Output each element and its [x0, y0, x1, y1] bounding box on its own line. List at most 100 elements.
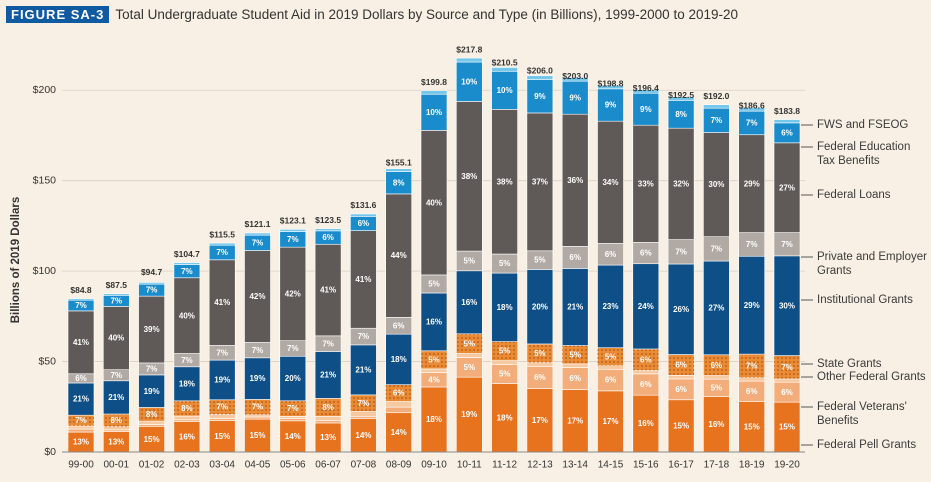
legend-label: Federal Loans	[817, 189, 891, 201]
segment-label: 7%	[781, 363, 793, 372]
bar-segment	[314, 420, 342, 424]
bar-segment	[667, 263, 695, 355]
bar-segment	[385, 193, 413, 318]
segment-label: 10%	[497, 86, 513, 95]
segment-label: 6%	[322, 233, 334, 242]
bar-segment	[455, 101, 483, 252]
total-label: $115.5	[209, 229, 235, 239]
segment-label: 13%	[73, 438, 89, 447]
total-label: $87.5	[106, 280, 128, 290]
title-row: FIGURE SA-3 Total Undergraduate Student …	[6, 6, 738, 23]
total-label: $104.7	[174, 249, 200, 259]
segment-label: 17%	[532, 416, 548, 425]
bar-pattern	[562, 345, 589, 364]
bar-segment	[597, 365, 624, 370]
bar-segment	[67, 428, 95, 433]
segment-label: 13%	[108, 437, 124, 446]
segment-label: 15%	[744, 422, 760, 431]
bar-segment	[350, 213, 377, 217]
bar-segment	[420, 368, 448, 373]
segment-label: 5%	[534, 349, 546, 358]
bar-segment	[138, 374, 165, 408]
bar-segment	[208, 418, 236, 421]
total-label: $123.1	[280, 216, 306, 226]
segment-label: 10%	[426, 108, 442, 117]
segment-label: 7%	[287, 235, 299, 244]
y-tick-label: $150	[33, 174, 57, 186]
bar-segment	[208, 359, 236, 401]
legend-label: Federal Veterans' Benefits	[817, 401, 907, 427]
segment-label: 17%	[567, 416, 583, 425]
bar-segment	[67, 298, 95, 301]
segment-label: 6%	[781, 128, 793, 137]
bar-segment	[667, 239, 695, 265]
segment-label: 7%	[252, 346, 264, 355]
segment-label: 33%	[638, 179, 654, 188]
x-tick-label: 13-14	[562, 460, 588, 471]
segment-label: 7%	[781, 240, 793, 249]
bar-segment	[208, 259, 236, 346]
segment-label: 6%	[534, 373, 546, 382]
bar-segment	[738, 255, 766, 355]
segment-label: 21%	[320, 371, 336, 380]
segment-label: 37%	[532, 177, 548, 186]
bar-segment	[491, 109, 518, 255]
segment-label: 7%	[287, 344, 299, 353]
segment-label: 6%	[75, 374, 87, 383]
segment-label: 14%	[285, 432, 301, 441]
x-tick-label: 19-20	[774, 460, 800, 471]
bar-segment	[667, 96, 695, 101]
bar-segment	[244, 418, 271, 453]
bar-segment	[667, 375, 695, 380]
segment-label: 41%	[320, 286, 336, 295]
x-tick-label: 15-16	[633, 460, 659, 471]
segment-label: 16%	[461, 298, 477, 307]
bar-segment	[667, 399, 695, 453]
figure-label: FIGURE SA-3	[6, 6, 110, 23]
segment-label: 24%	[638, 302, 654, 311]
bar-segment	[773, 142, 801, 233]
total-label: $199.8	[421, 77, 447, 87]
segment-label: 7%	[711, 244, 723, 253]
x-tick-label: 06-07	[315, 460, 341, 471]
segment-label: 7%	[322, 339, 334, 348]
segment-label: 40%	[426, 198, 442, 207]
bar-segment	[491, 360, 518, 365]
segment-label: 6%	[675, 385, 687, 394]
segment-label: 7%	[675, 247, 687, 256]
segment-label: 6%	[711, 361, 723, 370]
bar-pattern	[774, 355, 800, 379]
legend-label: Federal Pell Grants	[817, 439, 917, 451]
segment-label: 7%	[216, 248, 228, 257]
bar-pattern	[668, 354, 695, 376]
segment-label: 7%	[111, 371, 123, 380]
segment-label: 21%	[73, 395, 89, 404]
x-tick-label: 16-17	[668, 460, 694, 471]
bar-pattern	[68, 415, 94, 426]
segment-label: 7%	[746, 362, 758, 371]
bar-segment	[632, 89, 660, 94]
bar-segment	[703, 260, 730, 356]
segment-label: 19%	[461, 410, 477, 419]
x-tick-label: 14-15	[598, 460, 624, 471]
bar-segment	[455, 376, 483, 453]
segment-label: 15%	[214, 432, 230, 441]
bar-segment	[385, 406, 413, 414]
bar-pattern	[209, 399, 236, 415]
segment-label: 7%	[252, 238, 264, 247]
segment-label: 7%	[746, 240, 758, 249]
bar-segment	[279, 418, 307, 422]
segment-label: 7%	[711, 116, 723, 125]
bar-segment	[350, 411, 377, 417]
bar-pattern	[632, 348, 659, 371]
segment-label: 5%	[428, 355, 440, 364]
bar-pattern	[421, 350, 447, 369]
bar-segment	[597, 120, 624, 244]
bar-segment	[632, 263, 660, 350]
segment-label: 38%	[497, 177, 513, 186]
total-label: $203.0	[562, 71, 588, 81]
segment-label: 13%	[320, 433, 336, 442]
segment-label: 30%	[779, 301, 795, 310]
segment-label: 7%	[358, 332, 370, 341]
